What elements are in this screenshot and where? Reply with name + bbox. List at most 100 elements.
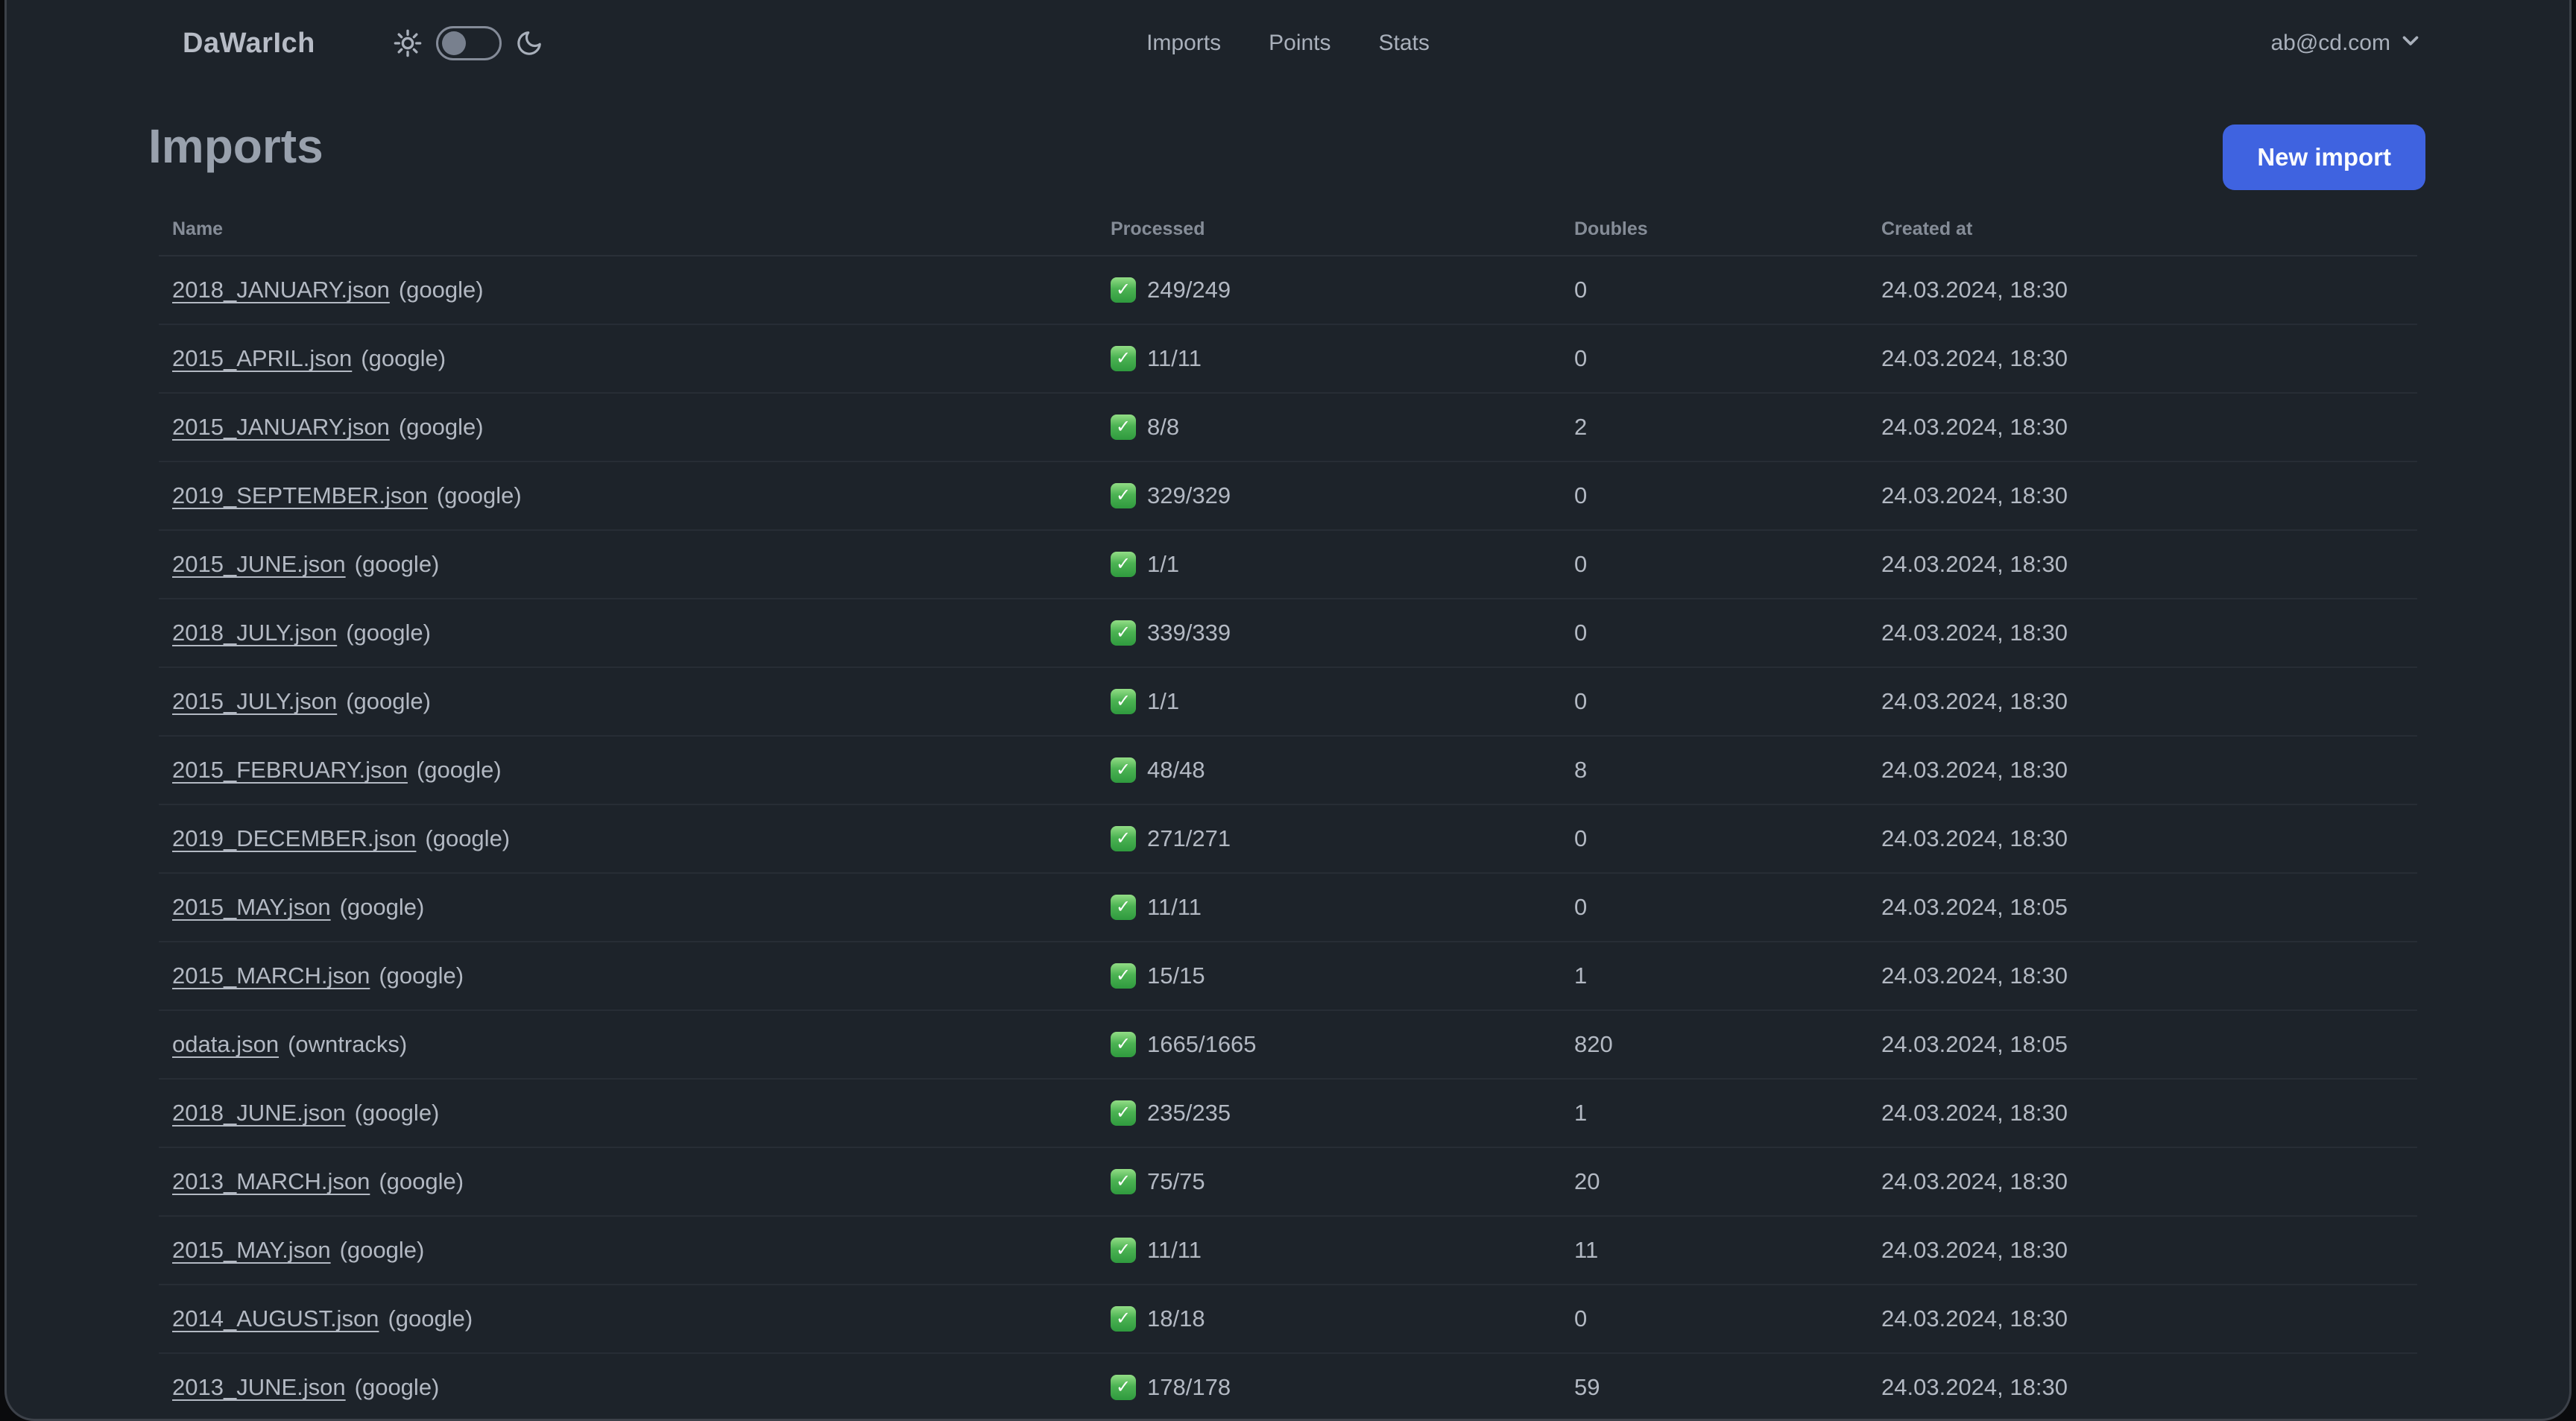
import-file-link[interactable]: 2015_APRIL.json — [172, 345, 353, 371]
nav-link-imports[interactable]: Imports — [1146, 31, 1222, 55]
import-doubles-cell: 0 — [1574, 551, 1588, 577]
processed-count: 178/178 — [1147, 1374, 1231, 1400]
import-file-link[interactable]: 2015_MAY.json — [172, 894, 331, 920]
processed-count: 1/1 — [1147, 688, 1180, 714]
import-name-cell: 2018_JULY.json (google) — [172, 620, 1111, 646]
processed-count: 48/48 — [1147, 757, 1205, 783]
import-created-at-cell: 24.03.2024, 18:30 — [1881, 757, 2068, 783]
import-source-label: (google) — [425, 825, 511, 851]
import-processed-cell: ✓ 329/329 — [1111, 482, 1574, 509]
import-file-link[interactable]: odata.json — [172, 1031, 280, 1057]
app-window: DaWarIch Imports Points Stats — [4, 0, 2572, 1421]
import-file-link[interactable]: 2015_JUNE.json — [172, 551, 346, 577]
import-file-link[interactable]: 2015_JANUARY.json — [172, 414, 390, 440]
import-source-label: (google) — [416, 757, 502, 783]
import-source-label: (owntracks) — [288, 1031, 408, 1057]
import-source-label: (google) — [354, 1100, 440, 1126]
processed-count: 235/235 — [1147, 1100, 1231, 1126]
table-row: 2019_SEPTEMBER.json (google) ✓ 329/329 0 … — [159, 462, 2417, 531]
import-processed-cell: ✓ 8/8 — [1111, 414, 1574, 441]
import-doubles-cell: 11 — [1574, 1237, 1599, 1263]
import-created-at-cell: 24.03.2024, 18:30 — [1881, 482, 2068, 508]
success-check-icon: ✓ — [1111, 483, 1136, 508]
import-file-link[interactable]: 2013_JUNE.json — [172, 1374, 346, 1400]
processed-count: 18/18 — [1147, 1305, 1205, 1332]
success-check-icon: ✓ — [1111, 1169, 1136, 1194]
import-name-cell: 2015_APRIL.json (google) — [172, 345, 1111, 372]
success-check-icon: ✓ — [1111, 277, 1136, 303]
import-source-label: (google) — [346, 620, 431, 646]
import-name-cell: 2015_MAY.json (google) — [172, 1237, 1111, 1264]
imports-table-body: 2018_JANUARY.json (google) ✓ 249/249 0 24… — [159, 256, 2417, 1419]
import-file-link[interactable]: 2014_AUGUST.json — [172, 1305, 379, 1332]
table-row: 2013_MARCH.json (google) ✓ 75/75 20 24.03… — [159, 1148, 2417, 1217]
import-doubles-cell: 0 — [1574, 1305, 1588, 1332]
import-name-cell: 2015_MAY.json (google) — [172, 894, 1111, 921]
import-name-cell: 2013_MARCH.json (google) — [172, 1168, 1111, 1195]
import-processed-cell: ✓ 1/1 — [1111, 688, 1574, 715]
account-dropdown[interactable]: ab@cd.com — [2270, 0, 2423, 86]
import-name-cell: 2013_JUNE.json (google) — [172, 1374, 1111, 1401]
nav-link-stats[interactable]: Stats — [1378, 31, 1430, 55]
import-doubles-cell: 0 — [1574, 620, 1588, 646]
processed-count: 1/1 — [1147, 551, 1180, 577]
processed-count: 271/271 — [1147, 825, 1231, 851]
import-created-at-cell: 24.03.2024, 18:30 — [1881, 414, 2068, 440]
import-source-label: (google) — [379, 1168, 464, 1194]
import-file-link[interactable]: 2015_MARCH.json — [172, 962, 370, 989]
processed-count: 15/15 — [1147, 962, 1205, 989]
import-created-at-cell: 24.03.2024, 18:05 — [1881, 1031, 2068, 1057]
import-file-link[interactable]: 2019_DECEMBER.json — [172, 825, 417, 851]
import-file-link[interactable]: 2018_JULY.json — [172, 620, 338, 646]
import-file-link[interactable]: 2015_FEBRUARY.json — [172, 757, 408, 783]
import-processed-cell: ✓ 18/18 — [1111, 1305, 1574, 1332]
success-check-icon: ✓ — [1111, 1375, 1136, 1400]
import-created-at-cell: 24.03.2024, 18:30 — [1881, 1237, 2068, 1263]
import-name-cell: 2015_JUNE.json (google) — [172, 551, 1111, 578]
import-file-link[interactable]: 2018_JUNE.json — [172, 1100, 346, 1126]
app-logo[interactable]: DaWarIch — [183, 27, 315, 59]
import-name-cell: odata.json (owntracks) — [172, 1031, 1111, 1058]
import-name-cell: 2015_MARCH.json (google) — [172, 962, 1111, 989]
import-file-link[interactable]: 2015_JULY.json — [172, 688, 338, 714]
nav-link-points[interactable]: Points — [1269, 31, 1331, 55]
import-created-at-cell: 24.03.2024, 18:30 — [1881, 277, 2068, 303]
import-processed-cell: ✓ 15/15 — [1111, 962, 1574, 989]
import-file-link[interactable]: 2013_MARCH.json — [172, 1168, 370, 1194]
import-doubles-cell: 0 — [1574, 688, 1588, 714]
success-check-icon: ✓ — [1111, 1306, 1136, 1332]
import-created-at-cell: 24.03.2024, 18:30 — [1881, 1374, 2068, 1400]
table-row: 2015_MAY.json (google) ✓ 11/11 0 24.03.20… — [159, 874, 2417, 942]
import-doubles-cell: 2 — [1574, 414, 1588, 440]
table-row: 2015_JULY.json (google) ✓ 1/1 0 24.03.202… — [159, 668, 2417, 737]
import-file-link[interactable]: 2015_MAY.json — [172, 1237, 331, 1263]
import-created-at-cell: 24.03.2024, 18:30 — [1881, 1100, 2068, 1126]
import-doubles-cell: 0 — [1574, 825, 1588, 851]
import-name-cell: 2018_JANUARY.json (google) — [172, 277, 1111, 303]
table-row: 2018_JUNE.json (google) ✓ 235/235 1 24.03… — [159, 1080, 2417, 1148]
table-row: odata.json (owntracks) ✓ 1665/1665 820 24… — [159, 1011, 2417, 1080]
import-file-link[interactable]: 2018_JANUARY.json — [172, 277, 390, 303]
import-doubles-cell: 8 — [1574, 757, 1588, 783]
success-check-icon: ✓ — [1111, 895, 1136, 920]
processed-count: 11/11 — [1147, 345, 1202, 371]
new-import-button[interactable]: New import — [2223, 125, 2425, 190]
theme-switcher — [393, 26, 543, 60]
processed-count: 339/339 — [1147, 620, 1231, 646]
import-file-link[interactable]: 2019_SEPTEMBER.json — [172, 482, 428, 508]
import-name-cell: 2015_JANUARY.json (google) — [172, 414, 1111, 441]
table-row: 2015_FEBRUARY.json (google) ✓ 48/48 8 24.… — [159, 737, 2417, 805]
import-created-at-cell: 24.03.2024, 18:05 — [1881, 894, 2068, 920]
success-check-icon: ✓ — [1111, 1100, 1136, 1126]
table-row: 2014_AUGUST.json (google) ✓ 18/18 0 24.03… — [159, 1285, 2417, 1354]
import-doubles-cell: 59 — [1574, 1374, 1600, 1400]
import-processed-cell: ✓ 1/1 — [1111, 551, 1574, 578]
import-doubles-cell: 0 — [1574, 277, 1588, 303]
import-source-label: (google) — [379, 962, 464, 989]
theme-toggle[interactable] — [435, 26, 502, 60]
import-processed-cell: ✓ 249/249 — [1111, 277, 1574, 303]
import-source-label: (google) — [354, 551, 440, 577]
import-name-cell: 2018_JUNE.json (google) — [172, 1100, 1111, 1127]
theme-toggle-knob — [441, 31, 466, 55]
table-row: 2019_DECEMBER.json (google) ✓ 271/271 0 2… — [159, 805, 2417, 874]
